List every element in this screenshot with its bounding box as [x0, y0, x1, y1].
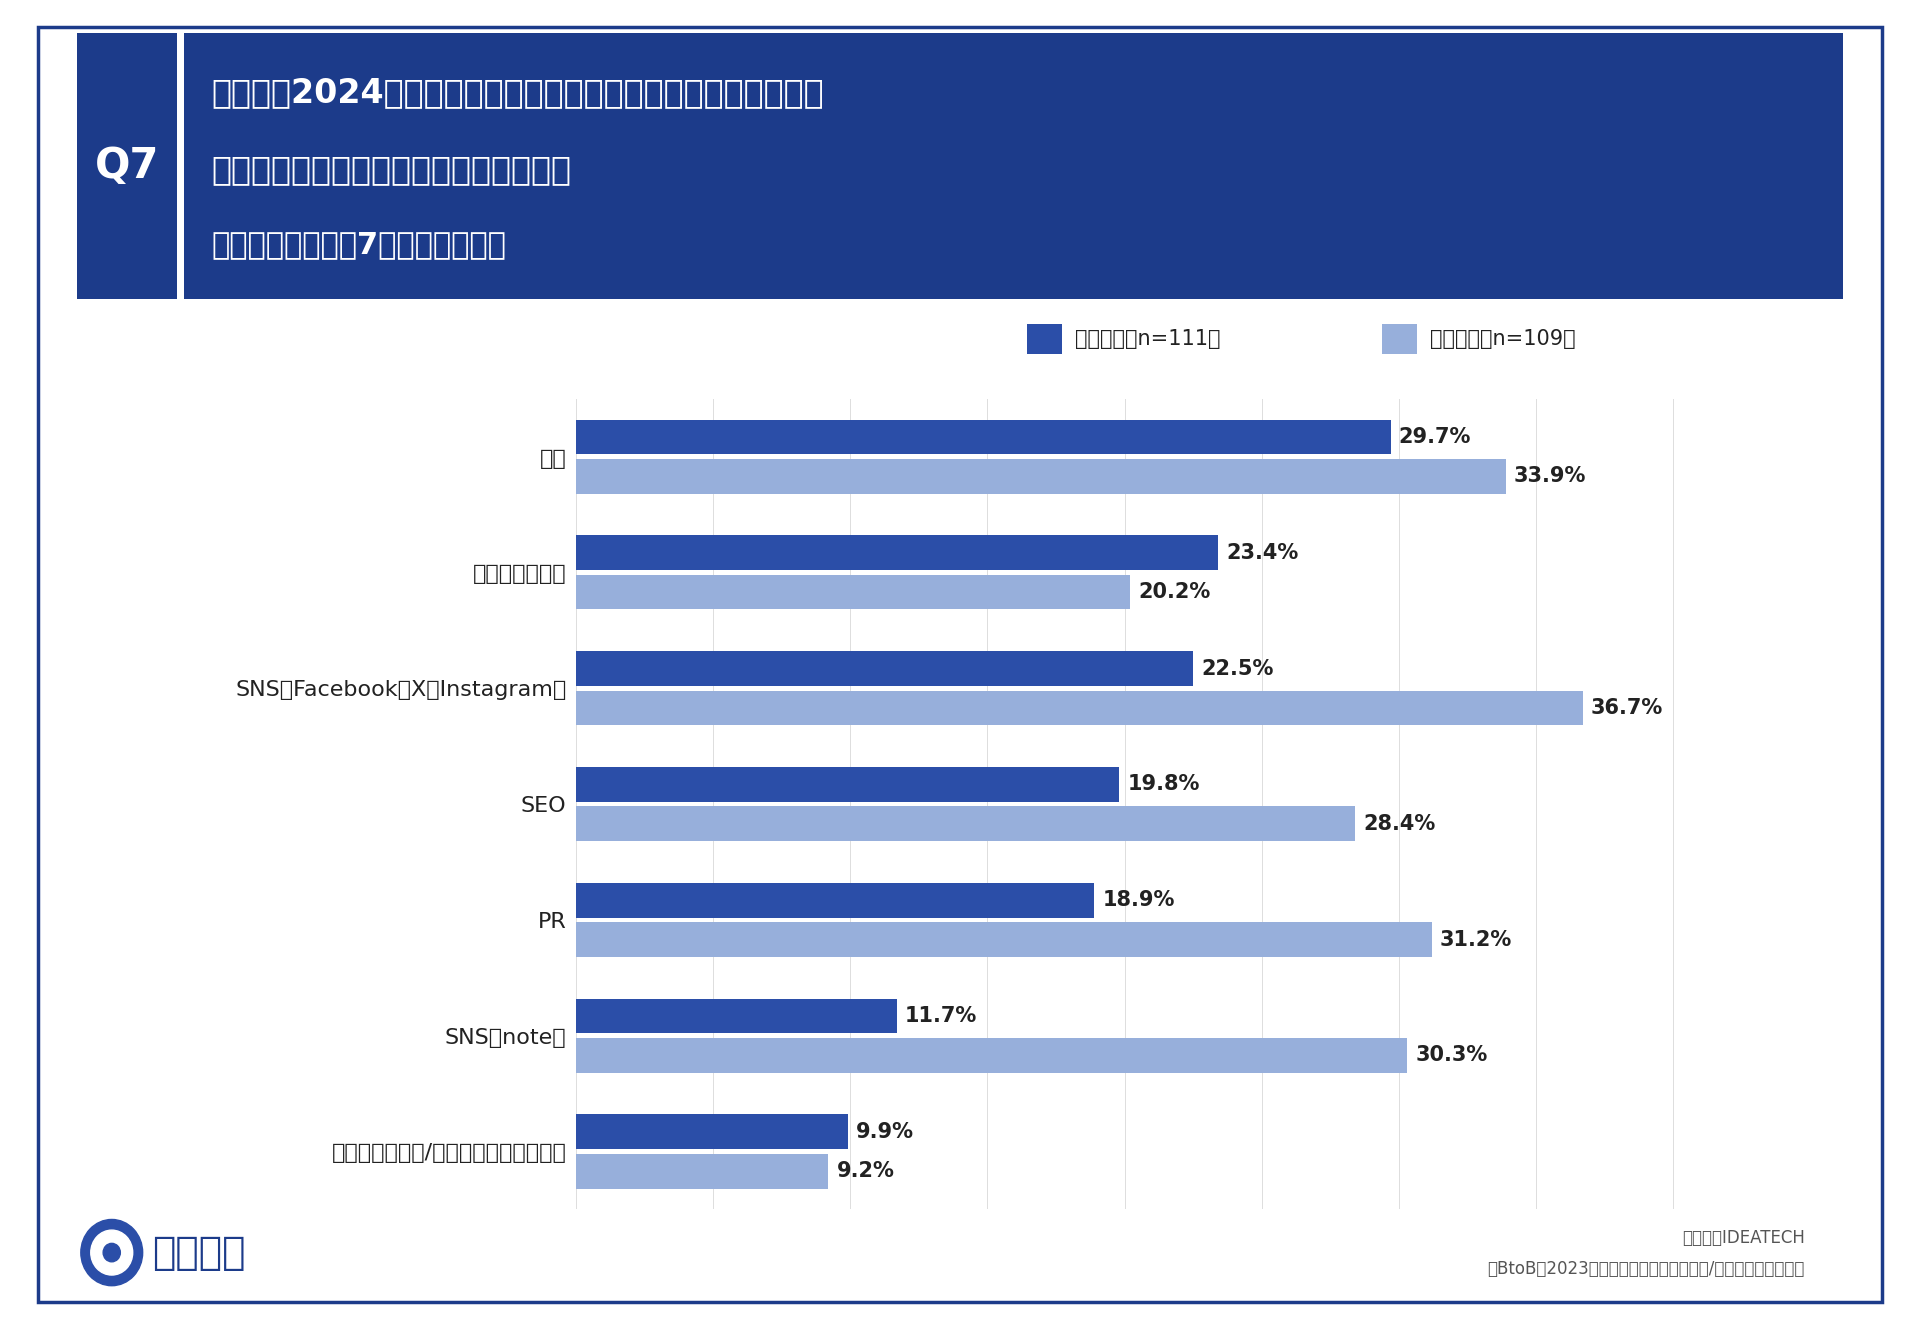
Text: 株式会社IDEATECH: 株式会社IDEATECH [1682, 1228, 1805, 1247]
Circle shape [81, 1220, 142, 1285]
Bar [576, 691, 1582, 726]
Text: 36.7%: 36.7% [1592, 698, 1663, 718]
Bar [576, 998, 897, 1034]
Bar [576, 922, 1432, 957]
Text: 19.8%: 19.8% [1127, 775, 1200, 795]
Text: 11.7%: 11.7% [904, 1006, 977, 1026]
Bar [576, 459, 1505, 493]
Bar [576, 807, 1356, 841]
Text: 【BtoB】2023年度リード獲得目標の未達/達成企業の比較調査: 【BtoB】2023年度リード獲得目標の未達/達成企業の比較調査 [1488, 1260, 1805, 1278]
Text: 当てはまるものを全て教えてください。: 当てはまるものを全て教えてください。 [211, 153, 572, 186]
Text: 9.9%: 9.9% [856, 1122, 914, 1142]
Bar [576, 574, 1131, 610]
Bar [576, 651, 1192, 686]
Text: 30.3%: 30.3% [1415, 1046, 1488, 1066]
Text: 20.2%: 20.2% [1139, 582, 1210, 602]
Text: 未達企業（n=111）: 未達企業（n=111） [1075, 328, 1221, 350]
Text: あなたが2024年度に特に注力していきたいチャネルについて、: あなたが2024年度に特に注力していきたいチャネルについて、 [211, 76, 824, 109]
Bar [576, 1154, 828, 1188]
Text: 23.4%: 23.4% [1227, 542, 1298, 562]
Text: 33.9%: 33.9% [1515, 466, 1586, 486]
Text: （複数回答・上位7項目のみ記載）: （複数回答・上位7項目のみ記載） [211, 230, 507, 259]
Bar [576, 882, 1094, 917]
Circle shape [90, 1231, 132, 1275]
Bar [576, 767, 1119, 801]
Bar [576, 536, 1217, 570]
Bar [576, 1115, 847, 1150]
Text: 9.2%: 9.2% [837, 1162, 895, 1181]
Text: 29.7%: 29.7% [1400, 427, 1471, 447]
Text: 18.9%: 18.9% [1102, 890, 1175, 910]
Text: 28.4%: 28.4% [1363, 813, 1436, 833]
Circle shape [104, 1244, 121, 1261]
Bar [576, 1038, 1407, 1073]
Text: リサピー: リサピー [152, 1233, 246, 1272]
Text: Q7: Q7 [94, 145, 159, 187]
Bar [576, 420, 1390, 455]
Text: 達成企業（n=109）: 達成企業（n=109） [1430, 328, 1576, 350]
Text: 22.5%: 22.5% [1202, 659, 1273, 679]
Text: 31.2%: 31.2% [1440, 929, 1513, 949]
